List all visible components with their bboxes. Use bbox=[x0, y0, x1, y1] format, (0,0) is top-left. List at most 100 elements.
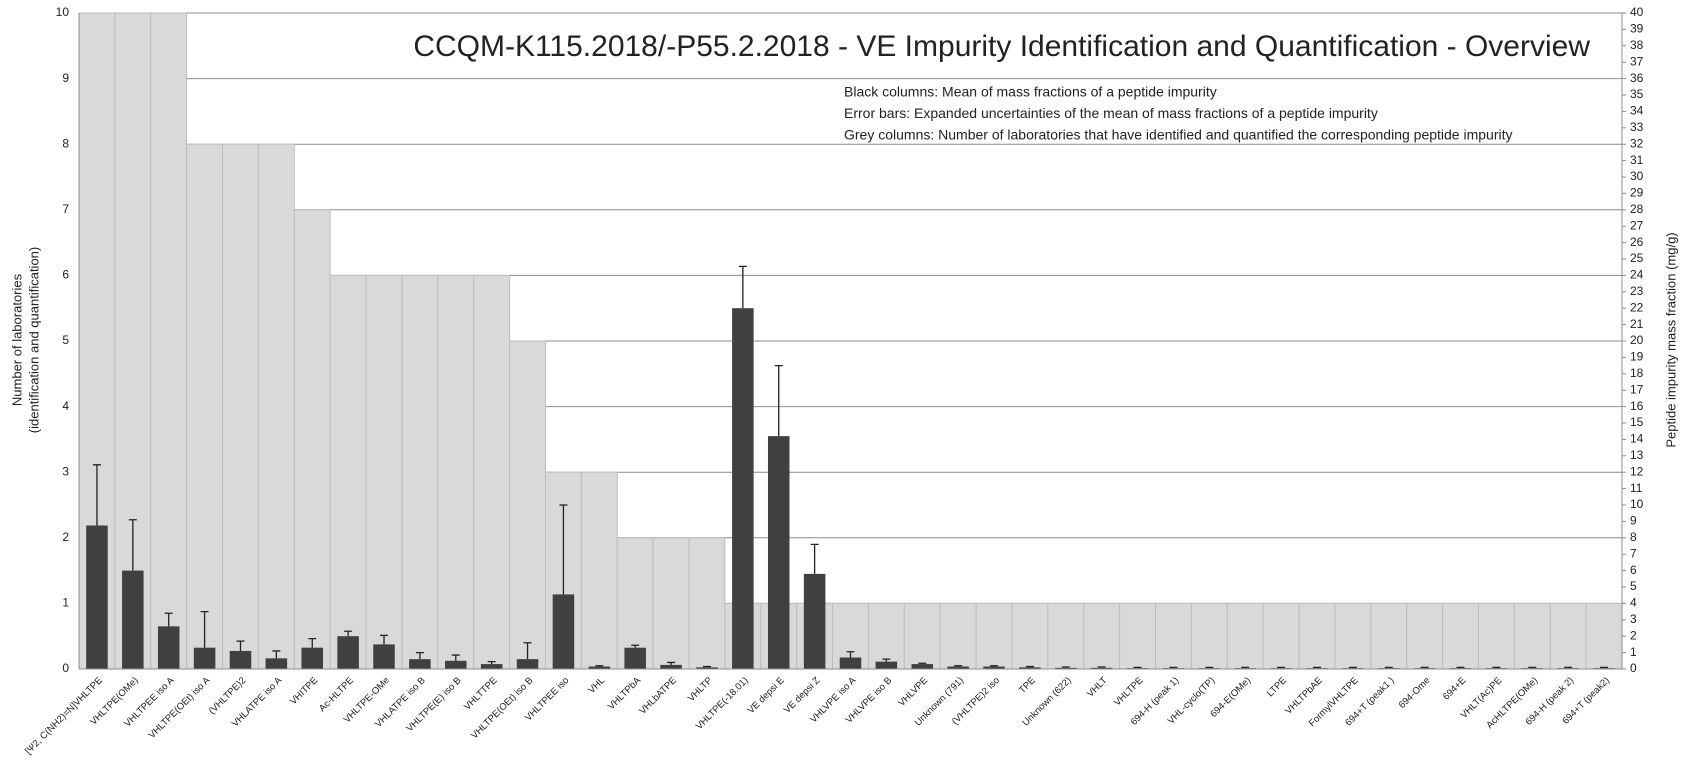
y-tick-label: 0 bbox=[62, 661, 69, 675]
y2-tick-label: 28 bbox=[1630, 202, 1644, 216]
x-tick-label: VHLTPE bbox=[1112, 675, 1145, 708]
y2-tick-label: 24 bbox=[1630, 268, 1644, 282]
error-bar bbox=[1097, 666, 1106, 668]
mean-bar bbox=[839, 657, 862, 669]
error-bar bbox=[559, 504, 568, 595]
annotation: Error bars: Expanded uncertainties of th… bbox=[844, 105, 1378, 121]
mean-bar bbox=[480, 664, 503, 669]
mean-bar bbox=[911, 664, 934, 669]
y-tick-label: 10 bbox=[56, 5, 70, 19]
x-tick-label: VHLTTPE bbox=[462, 675, 500, 713]
y2-tick-label: 39 bbox=[1630, 22, 1644, 36]
error-bar bbox=[344, 630, 353, 637]
y2-tick-label: 25 bbox=[1630, 251, 1644, 265]
x-tick-label: VE depsi E bbox=[746, 675, 787, 716]
count-bar bbox=[473, 274, 511, 670]
y2-tick-label: 31 bbox=[1630, 153, 1644, 167]
y-tick-label: 5 bbox=[62, 333, 69, 347]
count-bar bbox=[293, 209, 331, 670]
y2-tick-label: 13 bbox=[1630, 448, 1644, 462]
mean-bar bbox=[229, 650, 252, 669]
error-bar bbox=[92, 464, 101, 526]
y2-tick-label: 30 bbox=[1630, 169, 1644, 183]
mean-bar bbox=[588, 666, 611, 669]
x-tick-label: 694-Ome bbox=[1397, 675, 1433, 711]
error-bar bbox=[882, 658, 891, 662]
error-bar bbox=[667, 661, 676, 665]
mean-bar bbox=[732, 308, 754, 669]
count-bar bbox=[580, 471, 618, 670]
count-bar bbox=[401, 274, 439, 670]
count-bar bbox=[1083, 602, 1121, 670]
mean-bar bbox=[624, 647, 646, 669]
y2-tick-label: 33 bbox=[1630, 120, 1644, 134]
y-tick-label: 2 bbox=[62, 530, 69, 544]
error-bar bbox=[1600, 666, 1609, 669]
y-tick-label: 3 bbox=[62, 464, 69, 478]
error-bar bbox=[415, 651, 424, 660]
error-bar bbox=[1205, 666, 1214, 669]
error-bar bbox=[774, 364, 783, 437]
annotation: Grey columns: Number of laboratories tha… bbox=[844, 127, 1513, 143]
count-bar bbox=[1011, 602, 1049, 670]
count-bar bbox=[975, 602, 1013, 670]
mean-bar bbox=[1090, 667, 1113, 669]
error-bar bbox=[523, 642, 532, 660]
x-tick-label: VHITPE bbox=[288, 675, 320, 707]
count-bar bbox=[437, 274, 475, 670]
error-bar bbox=[846, 651, 855, 658]
mean-bar bbox=[337, 636, 359, 669]
y2-tick-label: 11 bbox=[1630, 481, 1643, 495]
count-bar bbox=[1047, 602, 1085, 670]
count-bar bbox=[1513, 602, 1551, 670]
error-bar bbox=[1061, 666, 1070, 668]
count-bar bbox=[867, 602, 905, 670]
error-bar bbox=[810, 543, 819, 574]
y2-tick-label: 16 bbox=[1630, 399, 1644, 413]
count-bar bbox=[1155, 602, 1192, 670]
mean-bar bbox=[516, 659, 539, 669]
error-bar bbox=[1025, 665, 1034, 668]
count-bar bbox=[329, 274, 367, 670]
error-bar bbox=[954, 665, 963, 667]
y2-tick-label: 9 bbox=[1630, 514, 1637, 528]
y2-tick-label: 1 bbox=[1630, 645, 1637, 659]
count-bar bbox=[1262, 602, 1300, 670]
error-bar bbox=[1277, 666, 1286, 669]
y2-axis-label: Peptide impurity mass fraction (mg/g) bbox=[1663, 232, 1678, 447]
error-bar bbox=[272, 650, 281, 659]
error-bar bbox=[595, 665, 604, 667]
y-tick-label: 7 bbox=[62, 202, 69, 216]
count-bar bbox=[1334, 602, 1372, 670]
error-bar bbox=[1492, 666, 1501, 669]
x-tick-label: 694+E bbox=[1441, 675, 1468, 702]
x-tick-label: TPE bbox=[1017, 675, 1038, 696]
count-bar bbox=[222, 143, 259, 670]
y2-tick-label: 36 bbox=[1630, 71, 1644, 85]
y2-tick-label: 15 bbox=[1630, 415, 1644, 429]
mean-bar bbox=[552, 594, 575, 669]
count-bar bbox=[1370, 602, 1408, 670]
error-bar bbox=[631, 644, 640, 648]
count-bar bbox=[186, 143, 224, 670]
count-bar bbox=[1549, 602, 1587, 670]
y-tick-label: 6 bbox=[62, 268, 69, 282]
error-bar bbox=[487, 660, 496, 665]
error-bar bbox=[451, 654, 460, 661]
count-bar bbox=[939, 602, 977, 670]
error-bar bbox=[200, 610, 209, 648]
count-bar bbox=[257, 143, 295, 670]
y2-tick-label: 10 bbox=[1630, 497, 1644, 511]
count-bar bbox=[1477, 602, 1515, 670]
x-tick-label: VHLTP bbox=[686, 675, 715, 704]
error-bar bbox=[1241, 666, 1250, 669]
count-bar bbox=[1298, 602, 1336, 670]
y2-tick-label: 3 bbox=[1630, 612, 1637, 626]
mean-bar bbox=[373, 644, 395, 669]
mean-bar bbox=[301, 647, 324, 669]
count-bar bbox=[1585, 602, 1623, 670]
mean-bar bbox=[947, 666, 969, 669]
y2-tick-label: 4 bbox=[1630, 596, 1637, 610]
error-bar bbox=[1528, 666, 1537, 669]
y-tick-label: 8 bbox=[62, 136, 69, 150]
